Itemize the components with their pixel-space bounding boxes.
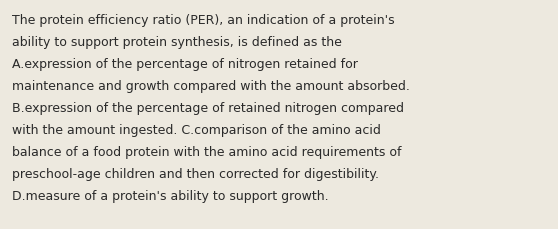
Text: preschool-age children and then corrected for digestibility.: preschool-age children and then correcte… (12, 167, 379, 180)
Text: ability to support protein synthesis, is defined as the: ability to support protein synthesis, is… (12, 36, 342, 49)
Text: The protein efficiency ratio (PER), an indication of a protein's: The protein efficiency ratio (PER), an i… (12, 14, 395, 27)
Text: B.expression of the percentage of retained nitrogen compared: B.expression of the percentage of retain… (12, 101, 404, 114)
Text: maintenance and growth compared with the amount absorbed.: maintenance and growth compared with the… (12, 80, 410, 93)
Text: balance of a food protein with the amino acid requirements of: balance of a food protein with the amino… (12, 145, 402, 158)
Text: D.measure of a protein's ability to support growth.: D.measure of a protein's ability to supp… (12, 189, 329, 202)
Text: with the amount ingested. C.comparison of the amino acid: with the amount ingested. C.comparison o… (12, 123, 381, 136)
Text: A.expression of the percentage of nitrogen retained for: A.expression of the percentage of nitrog… (12, 58, 358, 71)
